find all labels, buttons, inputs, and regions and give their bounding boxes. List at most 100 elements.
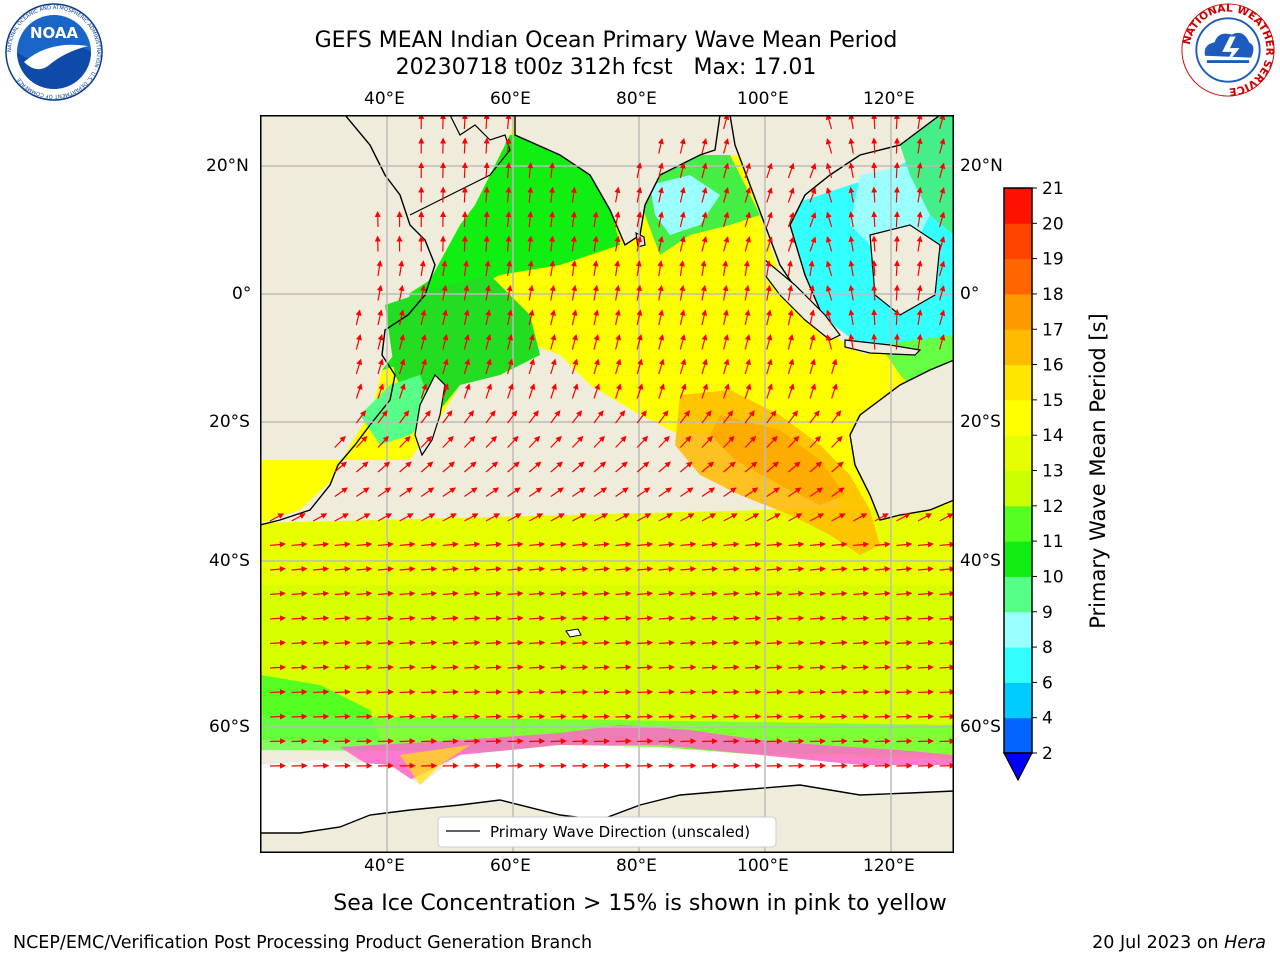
wave-direction-arrow bbox=[550, 566, 567, 573]
wave-direction-arrow bbox=[461, 115, 468, 130]
wave-direction-arrow bbox=[269, 738, 286, 745]
kerguelen-coast bbox=[565, 628, 582, 638]
wave-direction-arrow bbox=[743, 260, 750, 277]
wave-direction-arrow bbox=[766, 513, 781, 522]
wave-direction-arrow bbox=[464, 590, 481, 597]
wave-direction-arrow bbox=[848, 284, 855, 301]
colorbar-block bbox=[1004, 576, 1032, 613]
wave-direction-arrow bbox=[291, 590, 308, 597]
wave-direction-arrow bbox=[939, 738, 954, 745]
wave-direction-arrow bbox=[679, 211, 686, 228]
wave-direction-arrow bbox=[744, 284, 751, 301]
wave-direction-arrow bbox=[744, 309, 751, 326]
wave-direction-arrow bbox=[485, 435, 497, 448]
wave-direction-arrow bbox=[658, 435, 670, 448]
wave-direction-arrow bbox=[788, 541, 805, 548]
australia-coast bbox=[849, 359, 954, 521]
svg-text:NOAA: NOAA bbox=[30, 24, 79, 42]
wave-direction-arrow bbox=[528, 435, 541, 448]
wave-direction-arrow bbox=[893, 333, 900, 350]
wave-direction-arrow bbox=[723, 211, 730, 228]
wave-direction-arrow bbox=[723, 713, 740, 720]
wave-direction-arrow bbox=[680, 566, 697, 573]
wave-direction-arrow bbox=[680, 639, 697, 646]
wave-direction-arrow bbox=[571, 435, 584, 448]
wave-direction-arrow bbox=[825, 260, 833, 277]
wave-direction-arrow bbox=[399, 513, 414, 522]
wave-direction-arrow bbox=[853, 689, 870, 696]
wave-direction-arrow bbox=[939, 664, 954, 671]
wave-direction-arrow bbox=[376, 260, 383, 277]
wave-direction-arrow bbox=[679, 186, 686, 203]
wave-direction-arrow bbox=[483, 137, 490, 154]
wave-direction-arrow bbox=[788, 664, 805, 671]
wave-direction-arrow bbox=[593, 410, 604, 424]
wave-direction-arrow bbox=[916, 235, 923, 252]
colorbar-block bbox=[1004, 682, 1032, 719]
wave-direction-arrow bbox=[313, 738, 330, 745]
wave-direction-arrow bbox=[893, 284, 900, 301]
wave-direction-arrow bbox=[507, 689, 524, 696]
wave-direction-arrow bbox=[615, 689, 632, 696]
wave-direction-arrow bbox=[744, 236, 751, 252]
wave-direction-arrow bbox=[355, 334, 362, 350]
chart-title: GEFS MEAN Indian Ocean Primary Wave Mean… bbox=[314, 28, 898, 53]
wave-direction-arrow bbox=[701, 738, 718, 745]
wave-direction-arrow bbox=[939, 639, 954, 646]
wave-direction-arrow bbox=[550, 487, 564, 497]
wave-direction-arrows bbox=[269, 115, 954, 769]
wave-direction-arrow bbox=[483, 162, 490, 179]
wave-direction-arrow bbox=[529, 566, 546, 573]
wave-direction-arrow bbox=[572, 689, 589, 696]
colorbar-tick-label: 4 bbox=[1042, 709, 1053, 729]
wave-direction-arrow bbox=[356, 615, 373, 622]
wave-direction-arrow bbox=[377, 541, 394, 548]
wave-direction-arrow bbox=[874, 590, 891, 597]
wave-direction-arrow bbox=[636, 235, 643, 252]
wave-direction-arrow bbox=[485, 689, 502, 696]
wave-direction-arrow bbox=[917, 639, 934, 646]
wave-direction-arrow bbox=[657, 162, 664, 179]
wave-direction-arrow bbox=[874, 689, 891, 696]
colorbar-tick-label: 20 bbox=[1042, 214, 1064, 234]
wave-direction-arrow bbox=[658, 566, 675, 573]
wave-direction-arrow bbox=[356, 513, 371, 522]
wave-direction-arrow bbox=[334, 615, 351, 622]
wave-direction-arrow bbox=[442, 566, 459, 573]
wave-direction-arrow bbox=[399, 590, 416, 597]
wave-direction-arrow bbox=[528, 284, 535, 301]
colorbar-block bbox=[1004, 717, 1032, 754]
wave-direction-arrow bbox=[507, 358, 514, 375]
wave-direction-arrow bbox=[505, 162, 512, 179]
wave-direction-arrow bbox=[825, 285, 833, 301]
wave-direction-arrow bbox=[464, 615, 481, 622]
wave-direction-arrow bbox=[636, 487, 651, 497]
wave-direction-arrow bbox=[420, 487, 435, 497]
wave-direction-arrow bbox=[701, 162, 708, 179]
wave-direction-arrow bbox=[916, 211, 923, 228]
wave-direction-arrow bbox=[572, 513, 587, 522]
wave-direction-arrow bbox=[896, 566, 913, 573]
high-period-core bbox=[710, 415, 845, 505]
wave-direction-arrow bbox=[809, 383, 817, 399]
wave-direction-arrow bbox=[745, 713, 762, 720]
wave-direction-arrow bbox=[593, 487, 608, 497]
wave-direction-arrow bbox=[507, 461, 520, 473]
wave-direction-arrow bbox=[377, 713, 394, 720]
wave-direction-arrow bbox=[766, 383, 773, 399]
wave-direction-arrow bbox=[507, 513, 522, 522]
map-border bbox=[260, 115, 954, 853]
wave-direction-arrow bbox=[808, 284, 815, 301]
wave-direction-arrow bbox=[441, 260, 448, 277]
wave-direction-arrow bbox=[485, 639, 502, 646]
wave-direction-arrow bbox=[939, 689, 954, 696]
wave-direction-arrow bbox=[505, 211, 512, 228]
wave-direction-arrow bbox=[787, 334, 794, 350]
wave-direction-arrow bbox=[572, 461, 585, 473]
wave-direction-arrow bbox=[808, 260, 815, 277]
wave-direction-arrow bbox=[593, 590, 610, 597]
wave-direction-arrow bbox=[658, 487, 672, 497]
wave-direction-arrow bbox=[593, 358, 600, 375]
wave-direction-arrow bbox=[658, 513, 673, 522]
wave-direction-arrow bbox=[355, 435, 368, 448]
